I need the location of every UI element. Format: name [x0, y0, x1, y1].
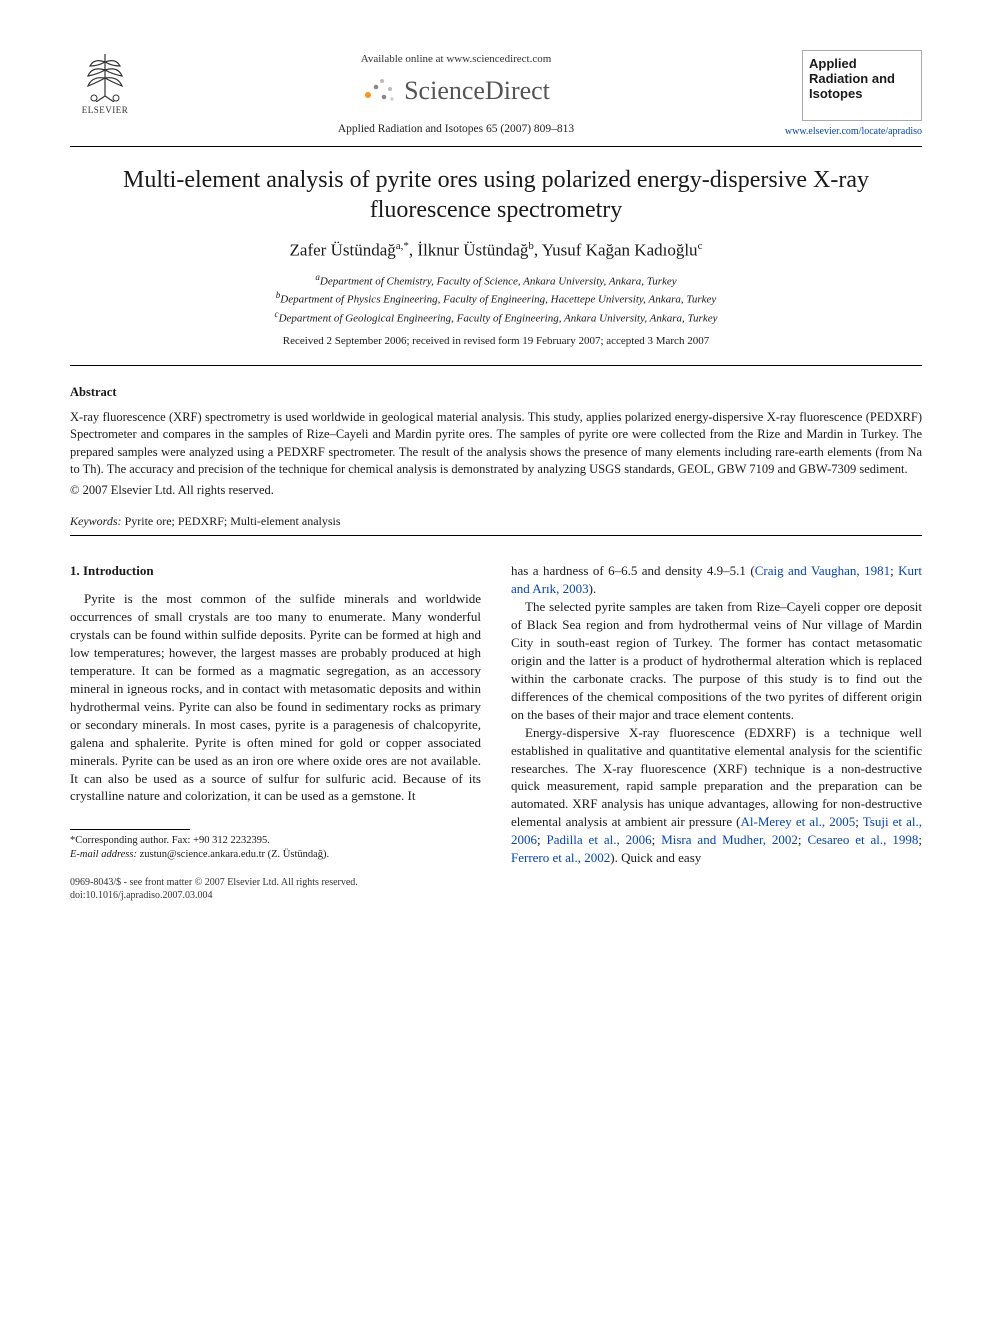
- affil-a-text: Department of Chemistry, Faculty of Scie…: [320, 276, 677, 288]
- citation-misra-mudher-2002[interactable]: Misra and Mudher, 2002: [661, 832, 798, 847]
- author-2-affil: b: [528, 240, 534, 252]
- article-title: Multi-element analysis of pyrite ores us…: [70, 165, 922, 225]
- elsevier-label: ELSEVIER: [70, 104, 140, 116]
- affil-c: cDepartment of Geological Engineering, F…: [70, 308, 922, 327]
- keywords-line: Keywords: Pyrite ore; PEDXRF; Multi-elem…: [70, 513, 922, 529]
- author-2: İlknur Üstündağ: [417, 241, 528, 260]
- p3-sep3: ;: [652, 832, 662, 847]
- journal-box-line3: Isotopes: [809, 87, 915, 102]
- doi-line: doi:10.1016/j.apradiso.2007.03.004: [70, 889, 481, 902]
- citation-ferrero-2002[interactable]: Ferrero et al., 2002: [511, 850, 610, 865]
- elsevier-tree-icon: [78, 48, 132, 102]
- intro-paragraph-3: Energy-dispersive X-ray fluorescence (ED…: [511, 724, 922, 868]
- journal-homepage-link[interactable]: www.elsevier.com/locate/apradiso: [772, 125, 922, 139]
- author-1: Zafer Üstündağ: [290, 241, 396, 260]
- affiliations: aDepartment of Chemistry, Faculty of Sci…: [70, 271, 922, 327]
- sciencedirect-wordmark: ScienceDirect: [404, 73, 550, 108]
- p3-text-b: ). Quick and easy: [610, 850, 701, 865]
- p1c-text-a: has a hardness of 6–6.5 and density 4.9–…: [511, 563, 755, 578]
- intro-paragraph-1: Pyrite is the most common of the sulfide…: [70, 590, 481, 805]
- intro-paragraph-1-cont: has a hardness of 6–6.5 and density 4.9–…: [511, 562, 922, 598]
- p1c-sep: ;: [890, 563, 898, 578]
- intro-paragraph-2: The selected pyrite samples are taken fr…: [511, 598, 922, 724]
- available-online-text: Available online at www.sciencedirect.co…: [140, 52, 772, 67]
- body-columns: 1. Introduction Pyrite is the most commo…: [70, 562, 922, 901]
- abstract-text: X-ray fluorescence (XRF) spectrometry is…: [70, 409, 922, 478]
- footnote-email-label: E-mail address:: [70, 849, 137, 860]
- citation-cesareo-1998[interactable]: Cesareo et al., 1998: [807, 832, 918, 847]
- p3-sep5: ;: [918, 832, 922, 847]
- sciencedirect-logo: ScienceDirect: [362, 73, 550, 108]
- author-1-affil: a,*: [396, 240, 409, 252]
- author-3-affil: c: [698, 240, 703, 252]
- p3-sep2: ;: [537, 832, 547, 847]
- article-dates: Received 2 September 2006; received in r…: [70, 334, 922, 349]
- footnote-email-line: E-mail address: zustun@science.ankara.ed…: [70, 848, 481, 862]
- journal-box-line1: Applied: [809, 57, 915, 72]
- p1c-text-c: ).: [589, 581, 597, 596]
- affil-b-text: Department of Physics Engineering, Facul…: [280, 294, 716, 306]
- column-right: has a hardness of 6–6.5 and density 4.9–…: [511, 562, 922, 901]
- copyright-line: © 2007 Elsevier Ltd. All rights reserved…: [70, 482, 922, 499]
- post-keywords-rule: [70, 535, 922, 536]
- author-list: Zafer Üstündağa,*, İlknur Üstündağb, Yus…: [70, 239, 922, 263]
- p3-sep1: ;: [855, 814, 862, 829]
- affil-a: aDepartment of Chemistry, Faculty of Sci…: [70, 271, 922, 290]
- author-3: Yusuf Kağan Kadıoğlu: [542, 241, 698, 260]
- issn-line: 0969-8043/$ - see front matter © 2007 El…: [70, 876, 481, 889]
- citation-almerey-2005[interactable]: Al-Merey et al., 2005: [741, 814, 856, 829]
- page-header: ELSEVIER Available online at www.science…: [70, 48, 922, 138]
- sciencedirect-mark-icon: [362, 75, 396, 105]
- footnote-email-address[interactable]: zustun@science.ankara.edu.tr (Z. Üstünda…: [137, 849, 329, 860]
- keywords-text: Pyrite ore; PEDXRF; Multi-element analys…: [122, 514, 341, 528]
- affil-c-text: Department of Geological Engineering, Fa…: [279, 313, 718, 325]
- abstract-heading: Abstract: [70, 384, 922, 401]
- footnote-rule: [70, 829, 190, 830]
- pre-abstract-rule: [70, 365, 922, 366]
- footnote-fax: *Corresponding author. Fax: +90 312 2232…: [70, 834, 481, 848]
- affil-b: bDepartment of Physics Engineering, Facu…: [70, 289, 922, 308]
- journal-box-line2: Radiation and: [809, 72, 915, 87]
- elsevier-logo-block: ELSEVIER: [70, 48, 140, 116]
- journal-title-box: Applied Radiation and Isotopes: [802, 50, 922, 121]
- corresponding-author-footnote: *Corresponding author. Fax: +90 312 2232…: [70, 834, 481, 861]
- header-rule: [70, 146, 922, 147]
- keywords-label: Keywords:: [70, 514, 122, 528]
- header-center: Available online at www.sciencedirect.co…: [140, 48, 772, 137]
- section-1-heading: 1. Introduction: [70, 562, 481, 580]
- journal-citation: Applied Radiation and Isotopes 65 (2007)…: [140, 122, 772, 138]
- citation-padilla-2006[interactable]: Padilla et al., 2006: [547, 832, 652, 847]
- column-left: 1. Introduction Pyrite is the most commo…: [70, 562, 481, 901]
- front-matter-meta: 0969-8043/$ - see front matter © 2007 El…: [70, 876, 481, 902]
- header-right: Applied Radiation and Isotopes www.elsev…: [772, 48, 922, 138]
- citation-craig-vaughan-1981[interactable]: Craig and Vaughan, 1981: [755, 563, 890, 578]
